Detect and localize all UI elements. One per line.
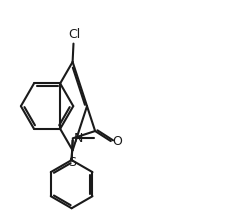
- Text: S: S: [69, 156, 77, 169]
- Text: Cl: Cl: [68, 29, 81, 41]
- Text: O: O: [113, 135, 122, 148]
- Text: N: N: [74, 132, 83, 145]
